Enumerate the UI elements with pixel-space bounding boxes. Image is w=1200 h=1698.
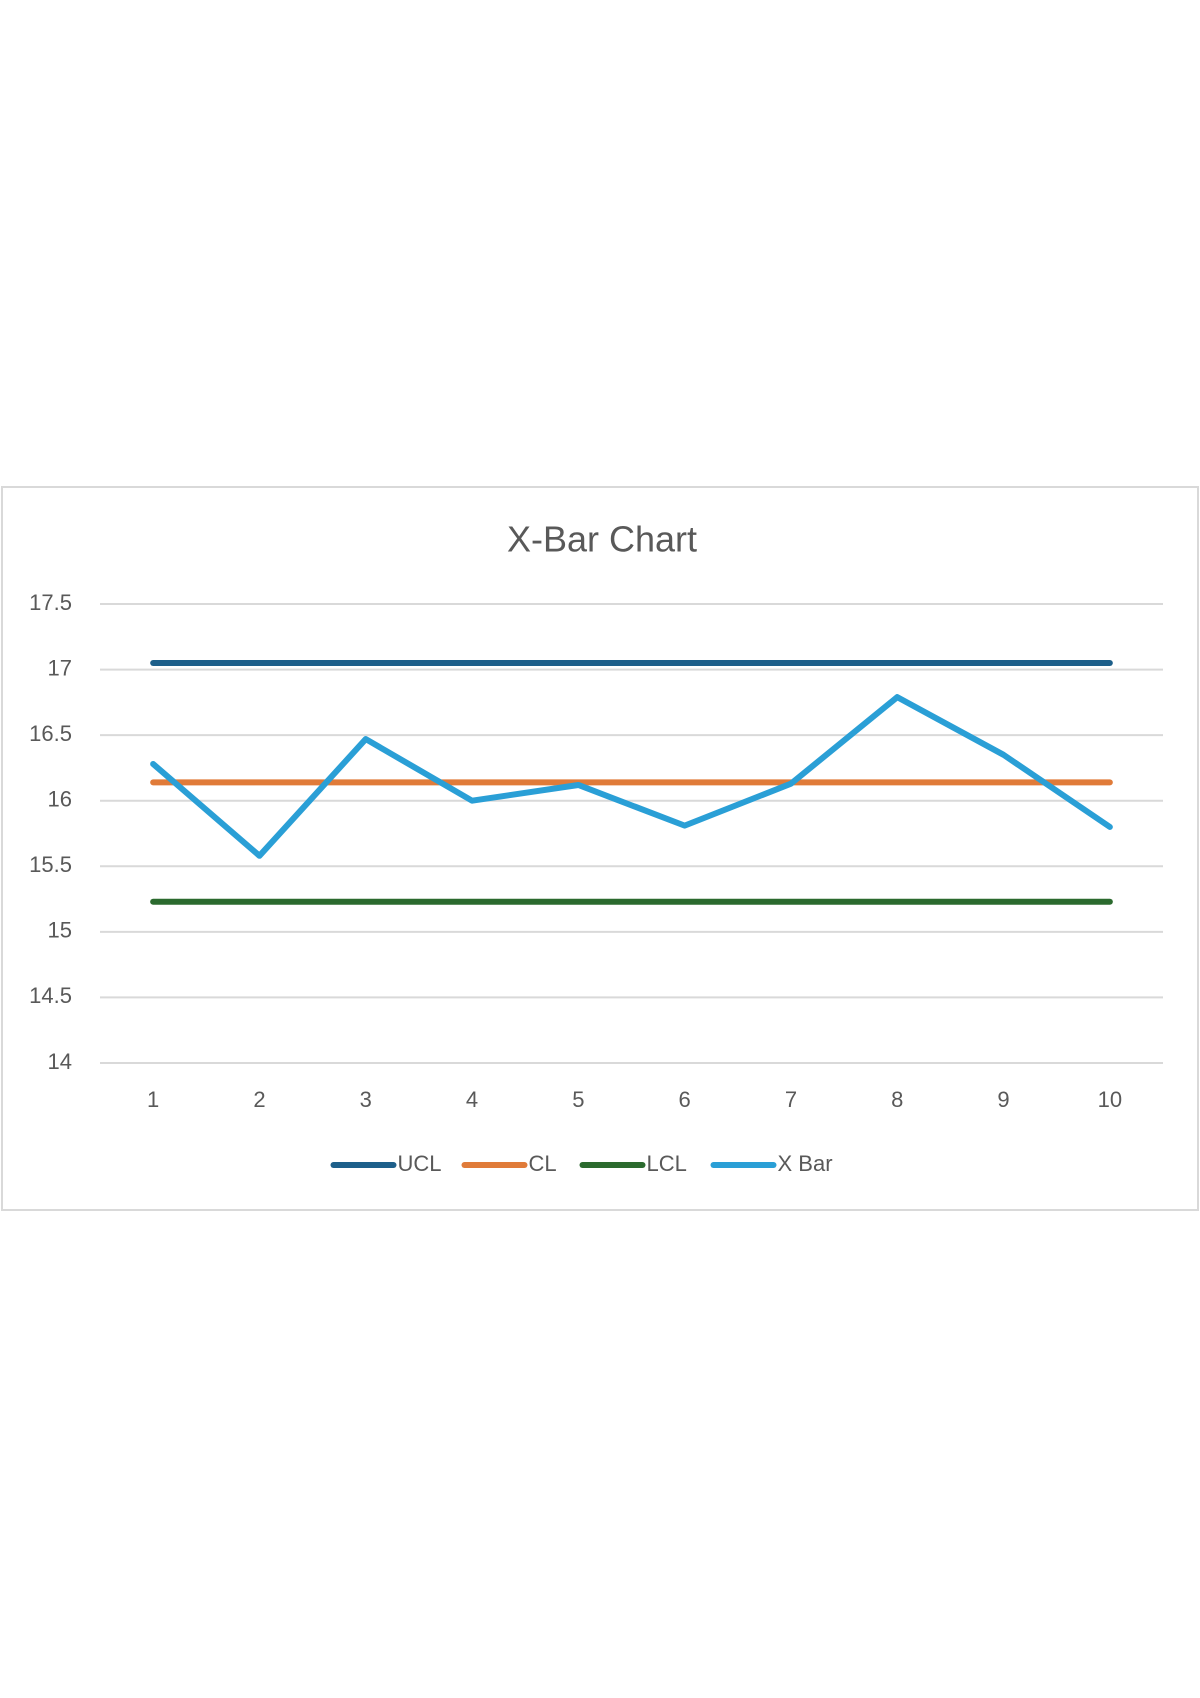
y-tick-label: 15: [48, 918, 72, 943]
legend-label: X Bar: [778, 1151, 833, 1176]
x-tick-label: 4: [466, 1087, 478, 1112]
series-line: [150, 694, 1113, 859]
x-tick-label: 10: [1098, 1087, 1122, 1112]
y-tick-label: 17: [48, 655, 72, 680]
y-tick-label: 15.5: [29, 852, 72, 877]
x-tick-label: 7: [785, 1087, 797, 1112]
chart-frame: [1, 486, 1199, 1211]
x-tick-label: 8: [891, 1087, 903, 1112]
x-tick-label: 6: [679, 1087, 691, 1112]
x-tick-label: 3: [360, 1087, 372, 1112]
x-tick-label: 2: [253, 1087, 265, 1112]
legend-label: CL: [529, 1151, 557, 1176]
x-tick-label: 1: [147, 1087, 159, 1112]
x-tick-label: 9: [997, 1087, 1009, 1112]
y-tick-label: 14: [48, 1049, 72, 1074]
legend-label: UCL: [398, 1151, 442, 1176]
chart-title: X-Bar Chart: [507, 519, 697, 560]
x-tick-label: 5: [572, 1087, 584, 1112]
legend-label: LCL: [647, 1151, 687, 1176]
y-tick-label: 16: [48, 787, 72, 812]
y-tick-label: 14.5: [29, 983, 72, 1008]
y-tick-label: 16.5: [29, 721, 72, 746]
y-tick-label: 17.5: [29, 590, 72, 615]
